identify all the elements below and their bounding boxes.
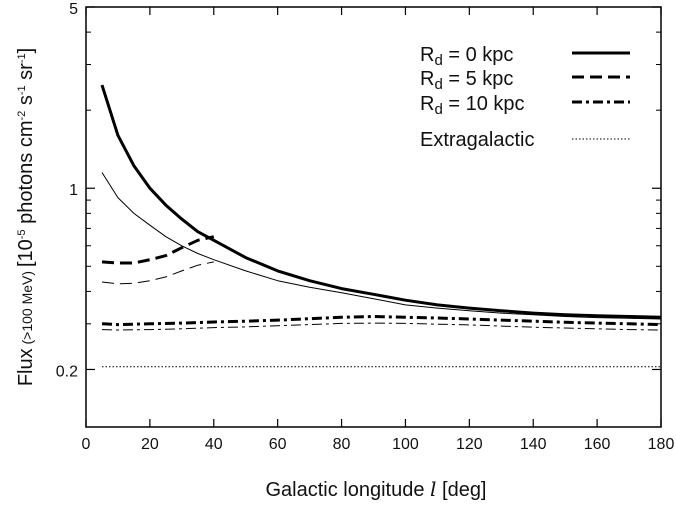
y-tick-label: 5: [69, 1, 78, 18]
y-tick-labels: 0.2 1 5: [56, 1, 78, 380]
y-tick-label: 1: [69, 182, 78, 199]
x-tick-label: 80: [333, 436, 351, 453]
series-line-dashed-thick: [101, 235, 215, 265]
x-axis-label: Galactic longitude l [deg]: [266, 477, 487, 501]
legend-label-rd-5: Rd = 5 kpc: [420, 68, 513, 93]
axis-ticks: [85, 6, 662, 427]
x-tick-label: 100: [392, 436, 419, 453]
legend-label-rd-10: Rd = 10 kpc: [420, 93, 525, 118]
x-tick-labels: 0 20 40 60 80 100 120 140 160 180: [82, 436, 675, 453]
legend: Rd = 0 kpc Rd = 5 kpc Rd = 10 kpc Extrag…: [420, 44, 630, 151]
x-tick-label: 140: [520, 436, 547, 453]
legend-label-rd-0: Rd = 0 kpc: [420, 44, 513, 69]
data-series: [100, 84, 662, 368]
series-line-solid-thick: [100, 84, 662, 319]
x-tick-label: 180: [648, 436, 675, 453]
x-tick-label: 20: [141, 436, 159, 453]
series-line-dashdot-thin: [101, 322, 662, 331]
x-tick-label: 0: [82, 436, 91, 453]
x-tick-label: 40: [205, 436, 223, 453]
legend-label-extragalactic: Extragalactic: [420, 129, 535, 151]
y-axis-label: Flux (>100 MeV) [10-5 photons cm-2 s-1 s…: [15, 48, 37, 386]
plot-area-frame: [85, 6, 662, 428]
y-tick-label: 0.2: [56, 363, 78, 380]
x-tick-label: 60: [269, 436, 287, 453]
series-line-dashed-thin: [101, 261, 214, 285]
series-line-dashdot-thick: [101, 315, 662, 327]
x-tick-label: 160: [584, 436, 611, 453]
x-tick-label: 120: [456, 436, 483, 453]
series-line-solid-thin: [101, 172, 662, 320]
